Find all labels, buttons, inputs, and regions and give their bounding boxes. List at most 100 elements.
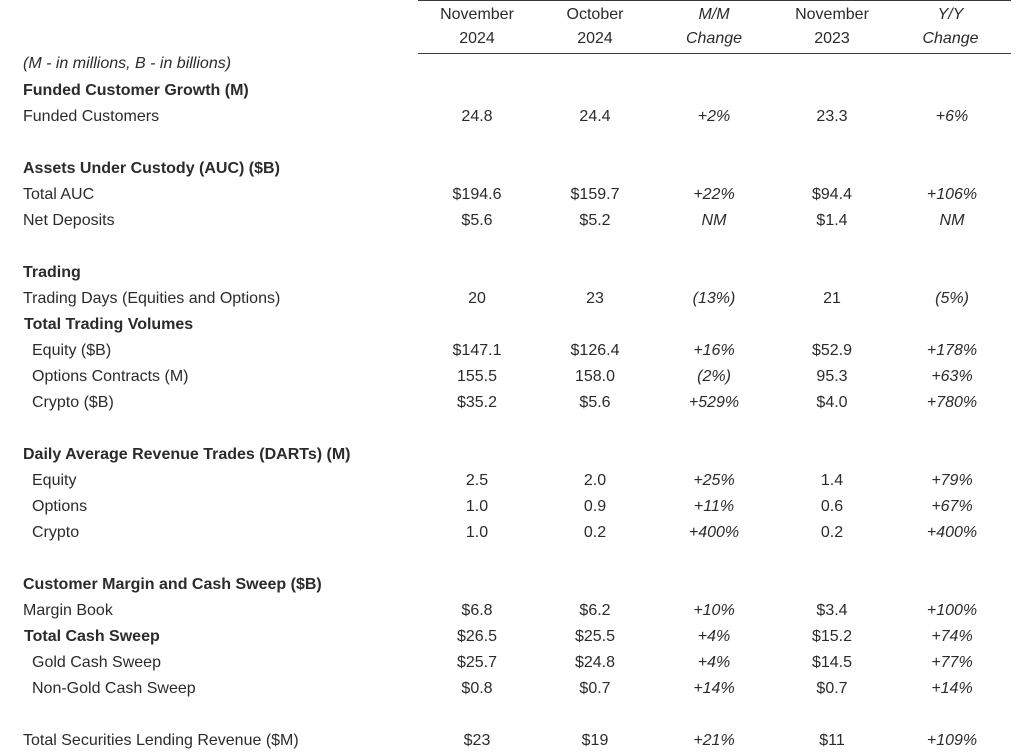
table-cell: $3.4 <box>816 602 848 619</box>
column-header: November 2024 October 2024 M/M Change No… <box>418 0 1011 54</box>
section-heading: Funded Customer Growth (M) <box>23 82 249 99</box>
table-cell: $5.6 <box>461 212 493 229</box>
table-row: Options 1.0 0.9 +11% 0.6 +67% <box>0 494 1024 520</box>
table-cell: +109% <box>926 732 978 749</box>
table-cell: $0.7 <box>816 680 848 697</box>
table-cell: 0.6 <box>820 498 844 515</box>
table-cell: +21% <box>693 732 735 749</box>
table-cell: NM <box>939 212 965 229</box>
table-cell: $35.2 <box>456 394 498 411</box>
table-row: Crypto 1.0 0.2 +400% 0.2 +400% <box>0 520 1024 546</box>
table-cell: 158.0 <box>574 368 616 385</box>
header-line: November <box>440 6 514 23</box>
row-label: Equity <box>32 472 77 489</box>
header-line: November <box>795 6 869 23</box>
table-cell: 24.8 <box>461 108 493 125</box>
units-note: (M - in millions, B - in billions) <box>23 55 232 72</box>
header-line: 2024 <box>577 30 613 47</box>
table-cell: +400% <box>926 524 978 541</box>
table-cell: $14.5 <box>811 654 853 671</box>
table-cell: +79% <box>931 472 973 489</box>
table-cell: $23 <box>463 732 491 749</box>
header-line: October <box>566 6 624 23</box>
table-cell: +25% <box>693 472 735 489</box>
table-cell: $25.5 <box>574 628 616 645</box>
table-cell: +178% <box>926 342 978 359</box>
table-cell: 1.4 <box>820 472 844 489</box>
table-cell: +63% <box>931 368 973 385</box>
table-cell: 23 <box>586 290 604 307</box>
table-cell: +106% <box>926 186 978 203</box>
table-cell: 20 <box>468 290 486 307</box>
table-row: Funded Customers 24.8 24.4 +2% 23.3 +6% <box>0 104 1024 130</box>
table-cell: 21 <box>823 290 841 307</box>
table-cell: $11 <box>819 732 845 749</box>
table-cell: +100% <box>926 602 978 619</box>
table-cell: +14% <box>931 680 973 697</box>
table-cell: 155.5 <box>456 368 498 385</box>
header-oct-2024: October 2024 <box>536 1 654 53</box>
table-cell: +11% <box>693 498 735 515</box>
section-heading-row: Funded Customer Growth (M) <box>0 78 1024 104</box>
table-cell: 0.9 <box>583 498 607 515</box>
table-row: Trading Days (Equities and Options) 20 23 (… <box>0 286 1024 312</box>
section-heading-row: Trading <box>0 260 1024 286</box>
table-cell: 2.0 <box>583 472 607 489</box>
header-nov-2023: November 2023 <box>774 1 890 53</box>
table-cell: $6.8 <box>461 602 493 619</box>
table-cell: +67% <box>931 498 973 515</box>
table-cell: +6% <box>935 108 969 125</box>
header-yy-change: Y/Y Change <box>890 1 1011 53</box>
header-nov-2024: November 2024 <box>418 1 536 53</box>
table-cell: (2%) <box>697 368 731 385</box>
row-label: Crypto <box>32 524 80 541</box>
units-note-row: (M - in millions, B - in billions) <box>0 51 1024 77</box>
table-cell: +2% <box>697 108 731 125</box>
row-label: Funded Customers <box>23 108 160 125</box>
table-cell: $126.4 <box>570 342 620 359</box>
header-line: Change <box>922 30 979 47</box>
section-heading: Customer Margin and Cash Sweep ($B) <box>23 576 322 593</box>
header-line: 2024 <box>459 30 495 47</box>
table-cell: 1.0 <box>465 498 489 515</box>
table-cell: $4.0 <box>816 394 848 411</box>
section-heading-row: Customer Margin and Cash Sweep ($B) <box>0 572 1024 598</box>
row-label: Options <box>32 498 88 515</box>
row-label: Non-Gold Cash Sweep <box>32 680 196 697</box>
table-cell: $1.4 <box>816 212 848 229</box>
table-row: Equity 2.5 2.0 +25% 1.4 +79% <box>0 468 1024 494</box>
table-cell: $5.2 <box>579 212 611 229</box>
table-cell: +77% <box>931 654 973 671</box>
row-label: Total Cash Sweep <box>24 628 160 645</box>
section-heading: Total Trading Volumes <box>24 316 194 333</box>
section-heading: Assets Under Custody (AUC) ($B) <box>23 160 280 177</box>
table-cell: $19 <box>581 732 609 749</box>
table-cell: +10% <box>693 602 735 619</box>
table-row: Margin Book $6.8 $6.2 +10% $3.4 +100% <box>0 598 1024 624</box>
section-heading-row: Assets Under Custody (AUC) ($B) <box>0 156 1024 182</box>
header-line: M/M <box>698 6 730 23</box>
table-cell: $194.6 <box>452 186 502 203</box>
table-row: Equity ($B) $147.1 $126.4 +16% $52.9 +178% <box>0 338 1024 364</box>
table-cell: $26.5 <box>456 628 498 645</box>
table-cell: +22% <box>693 186 735 203</box>
table-cell: +400% <box>688 524 740 541</box>
table-cell: 2.5 <box>465 472 489 489</box>
section-heading-row: Total Trading Volumes <box>0 312 1024 338</box>
row-label: Total AUC <box>23 186 95 203</box>
section-heading: Daily Average Revenue Trades (DARTs) (M) <box>23 446 351 463</box>
table-cell: 23.3 <box>816 108 848 125</box>
table-cell: 0.2 <box>820 524 844 541</box>
table-cell: +780% <box>926 394 978 411</box>
table-row: Crypto ($B) $35.2 $5.6 +529% $4.0 +780% <box>0 390 1024 416</box>
table-cell: $159.7 <box>570 186 620 203</box>
table-row: Net Deposits $5.6 $5.2 NM $1.4 NM <box>0 208 1024 234</box>
row-label: Trading Days (Equities and Options) <box>23 290 281 307</box>
table-cell: +14% <box>693 680 735 697</box>
table-cell: +529% <box>688 394 740 411</box>
table-cell: $147.1 <box>452 342 502 359</box>
table-row: Gold Cash Sweep $25.7 $24.8 +4% $14.5 +77% <box>0 650 1024 676</box>
table-cell: $52.9 <box>811 342 853 359</box>
table-cell: 95.3 <box>816 368 848 385</box>
table-cell: +4% <box>697 654 731 671</box>
